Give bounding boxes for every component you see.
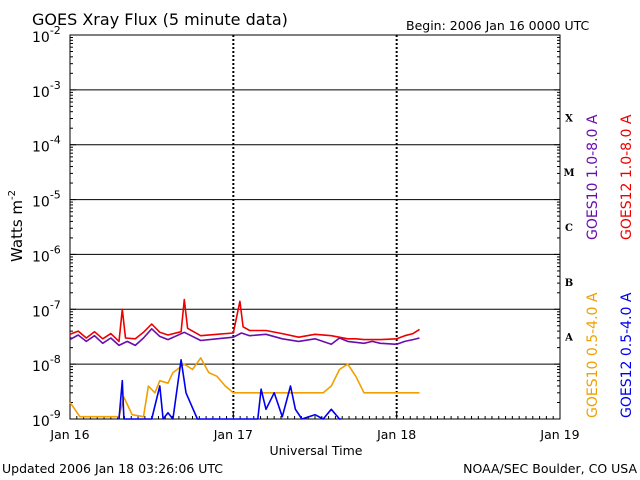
x-tick-label: Jan 17 — [213, 427, 253, 442]
y-tick-label: 10-8 — [32, 353, 61, 375]
credit: NOAA/SEC Boulder, CO USA — [463, 461, 637, 476]
y-tick-label: 10-3 — [32, 79, 61, 101]
grid — [70, 35, 560, 419]
chart-title: GOES Xray Flux (5 minute data) — [32, 10, 288, 29]
x-tick-label: Jan 18 — [376, 427, 416, 442]
legend-goes10-long: GOES10 1.0-8.0 A — [585, 114, 601, 240]
flare-class-x: X — [565, 113, 573, 124]
flare-class-a: A — [564, 333, 573, 344]
data-series — [69, 298, 420, 420]
series-line-1 — [69, 298, 420, 343]
x-axis-label: Universal Time — [270, 443, 363, 458]
series-line-3 — [118, 358, 342, 420]
x-tick-label: Jan 19 — [539, 427, 579, 442]
flare-class-labels: X M C B A — [563, 113, 574, 343]
y-axis-label: Watts m-2 — [7, 190, 26, 262]
updated-timestamp: Updated 2006 Jan 18 03:26:06 UTC — [2, 461, 223, 476]
y-tick-label: 10-7 — [32, 298, 61, 320]
y-axis: 10-9 10-8 10-7 10-6 10-5 10-4 10-3 10-2 — [32, 24, 560, 430]
flare-class-c: C — [565, 223, 573, 234]
y-tick-label: 10-5 — [32, 189, 61, 211]
y-tick-label: 10-6 — [32, 243, 61, 265]
series-line-0 — [69, 327, 420, 347]
y-tick-label: 10-4 — [32, 134, 61, 156]
flare-class-b: B — [565, 278, 573, 289]
x-tick-label: Jan 16 — [49, 427, 89, 442]
plot-frame — [69, 34, 561, 420]
begin-label: Begin: 2006 Jan 16 0000 UTC — [406, 18, 590, 33]
legend-goes12-short: GOES12 0.5-4.0 A — [619, 292, 635, 418]
legend-goes10-short: GOES10 0.5-4.0 A — [585, 292, 601, 418]
flare-class-m: M — [563, 168, 574, 179]
y-tick-label: 10-9 — [32, 408, 61, 430]
y-tick-label: 10-2 — [32, 24, 61, 46]
x-axis: Jan 16 Jan 17 Jan 18 Jan 19 — [49, 413, 580, 442]
legend-goes12-long: GOES12 1.0-8.0 A — [619, 114, 635, 240]
